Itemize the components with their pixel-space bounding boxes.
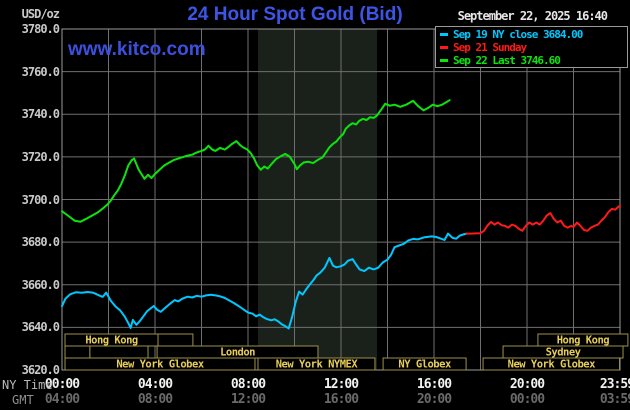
- x-axis-tick-ny: 00:00: [44, 377, 80, 392]
- y-axis-tick-label: 3760.0: [21, 64, 60, 79]
- session-label: New York Globex: [116, 359, 205, 371]
- session-label: NY Globex: [398, 359, 452, 371]
- session-box-unlabeled: [64, 345, 91, 359]
- y-axis-tick-label: 3680.0: [21, 235, 60, 250]
- x-axis-tick-gmt: 12:00: [230, 392, 266, 407]
- y-axis-tick-label: 3660.0: [21, 277, 60, 292]
- x-axis-tick-gmt: 16:00: [323, 392, 359, 407]
- y-axis-unit-label: USD/oz: [21, 7, 60, 21]
- session-label: Hong Kong: [557, 335, 610, 347]
- legend-dash-icon: [440, 45, 448, 49]
- x-axis-tick-ny: 20:00: [509, 377, 545, 392]
- legend-dash-icon: [440, 58, 448, 62]
- x-axis-tick-gmt: 20:00: [416, 392, 452, 407]
- x-axis-tick-ny: 23:59: [599, 377, 630, 392]
- session-label: London: [220, 347, 255, 359]
- y-axis-tick-label: 3720.0: [21, 149, 60, 164]
- y-axis-tick-label: 3640.0: [21, 320, 60, 335]
- x-axis-tick-gmt: 03:59: [599, 392, 630, 407]
- y-axis-tick-label: 3740.0: [21, 107, 60, 122]
- y-axis-tick-label: 3780.0: [21, 22, 60, 36]
- chart-legend: Sep 19 NY close 3684.00 Sep 21 Sunday Sep …: [435, 26, 628, 68]
- session-box-new-york-nymex: [257, 357, 376, 371]
- session-box-new-york-globex: [482, 357, 621, 371]
- session-label: Hong Kong: [85, 335, 138, 347]
- legend-entry-label: Sep 19 NY close 3684.00: [453, 28, 583, 41]
- legend-entry-label: Sep 22 Last 3746.60: [453, 54, 561, 67]
- x-axis-tick-gmt: 08:00: [137, 392, 173, 407]
- series-line-sep-22-last: [61, 99, 451, 223]
- session-label: New York NYMEX: [276, 359, 359, 371]
- legend-entry: Sep 19 NY close 3684.00: [440, 28, 627, 41]
- x-axis-tick-ny: 12:00: [323, 377, 359, 392]
- legend-dash-icon: [440, 32, 448, 36]
- session-label: New York Globex: [508, 359, 597, 371]
- session-label: Sydney: [546, 347, 582, 359]
- legend-entry: Sep 22 Last 3746.60: [440, 54, 627, 67]
- session-box-ny-globex: [382, 357, 467, 371]
- series-line-sep-19-ny-close: [61, 232, 468, 330]
- x-axis-tick-ny: 16:00: [416, 377, 452, 392]
- chart-datetime: September 22, 2025 16:40: [457, 9, 608, 23]
- x-axis-tick-gmt: 04:00: [44, 392, 80, 407]
- series-line-sep-21-sunday: [465, 204, 621, 235]
- session-box-unlabeled: [157, 333, 194, 347]
- x-axis-tick-ny: 04:00: [137, 377, 173, 392]
- x-axis-tick-gmt: 00:00: [509, 392, 545, 407]
- gmt-row-label: GMT: [12, 393, 34, 407]
- y-axis-tick-label: 3620.0: [21, 363, 60, 377]
- legend-entry-label: Sep 21 Sunday: [453, 41, 527, 54]
- session-box-new-york-globex: [64, 357, 256, 371]
- page-title: 24 Hour Spot Gold (Bid): [187, 4, 403, 25]
- kitco-watermark-link[interactable]: www.kitco.com: [68, 39, 206, 60]
- ny-time-row-label: NY Time: [2, 378, 53, 392]
- y-axis-tick-label: 3700.0: [21, 192, 60, 207]
- legend-entry: Sep 21 Sunday: [440, 41, 627, 54]
- session-box-unlabeled: [89, 345, 149, 359]
- x-axis-tick-ny: 08:00: [230, 377, 266, 392]
